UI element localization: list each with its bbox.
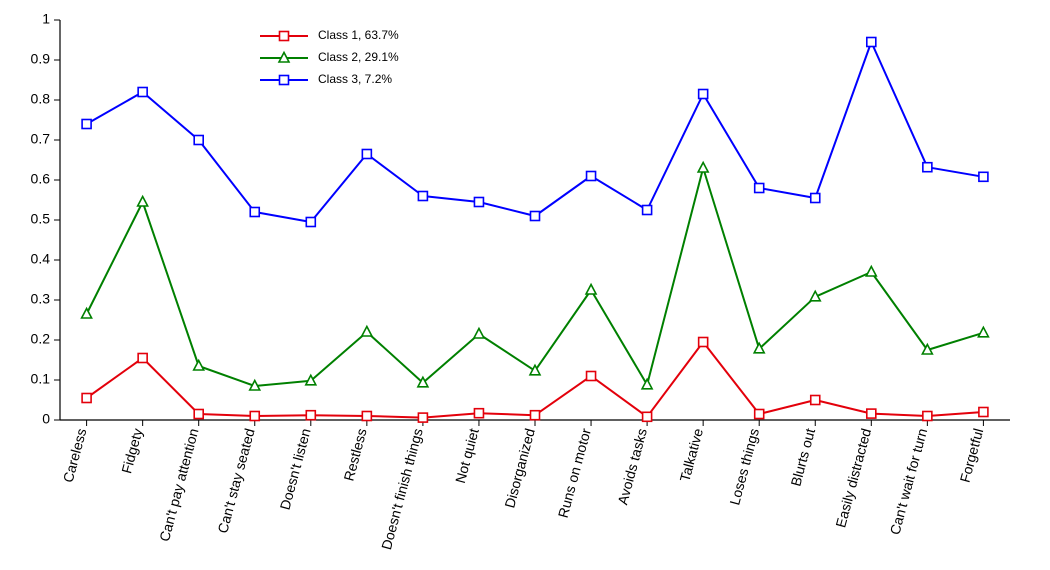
y-tick-label: 0.4 bbox=[31, 251, 51, 267]
y-tick-label: 0.7 bbox=[31, 131, 51, 147]
marker-square bbox=[531, 411, 540, 420]
marker-square bbox=[418, 192, 427, 201]
marker-square bbox=[250, 208, 259, 217]
y-tick-label: 0.5 bbox=[31, 211, 51, 227]
y-tick-label: 0.6 bbox=[31, 171, 51, 187]
legend: Class 1, 63.7% Class 2, 29.1% Class 3, 7.2… bbox=[260, 28, 399, 86]
y-tick-label: 0.9 bbox=[31, 51, 51, 67]
marker-square bbox=[306, 411, 315, 420]
marker-square bbox=[699, 90, 708, 99]
marker-square bbox=[474, 198, 483, 207]
marker-square bbox=[306, 218, 315, 227]
marker-square bbox=[587, 372, 596, 381]
marker-square bbox=[280, 76, 289, 85]
y-tick-label: 1 bbox=[42, 11, 50, 27]
marker-square bbox=[531, 212, 540, 221]
marker-square bbox=[755, 184, 764, 193]
marker-square bbox=[362, 150, 371, 159]
marker-square bbox=[979, 408, 988, 417]
marker-square bbox=[138, 354, 147, 363]
marker-square bbox=[587, 172, 596, 181]
legend-label-class2: Class 2, 29.1% bbox=[318, 50, 399, 64]
chart-background bbox=[0, 0, 1050, 570]
marker-square bbox=[82, 394, 91, 403]
chart-container: 00.10.20.30.40.50.60.70.80.91CarelessFid… bbox=[0, 0, 1050, 570]
marker-square bbox=[643, 412, 652, 421]
marker-square bbox=[194, 136, 203, 145]
marker-square bbox=[867, 38, 876, 47]
marker-square bbox=[811, 194, 820, 203]
marker-square bbox=[82, 120, 91, 129]
y-tick-label: 0.1 bbox=[31, 371, 51, 387]
marker-square bbox=[699, 338, 708, 347]
marker-square bbox=[474, 409, 483, 418]
marker-square bbox=[280, 32, 289, 41]
marker-square bbox=[979, 172, 988, 181]
marker-square bbox=[923, 412, 932, 421]
marker-square bbox=[418, 413, 427, 422]
marker-square bbox=[138, 88, 147, 97]
marker-square bbox=[811, 396, 820, 405]
marker-square bbox=[250, 412, 259, 421]
y-tick-label: 0.8 bbox=[31, 91, 51, 107]
y-tick-label: 0.3 bbox=[31, 291, 51, 307]
legend-label-class1: Class 1, 63.7% bbox=[318, 28, 399, 42]
marker-square bbox=[643, 206, 652, 215]
marker-square bbox=[867, 409, 876, 418]
y-tick-label: 0.2 bbox=[31, 331, 51, 347]
line-chart: 00.10.20.30.40.50.60.70.80.91CarelessFid… bbox=[0, 0, 1050, 570]
marker-square bbox=[755, 410, 764, 419]
marker-square bbox=[194, 410, 203, 419]
y-tick-label: 0 bbox=[42, 411, 50, 427]
marker-square bbox=[923, 163, 932, 172]
marker-square bbox=[362, 412, 371, 421]
legend-label-class3: Class 3, 7.2% bbox=[318, 72, 392, 86]
